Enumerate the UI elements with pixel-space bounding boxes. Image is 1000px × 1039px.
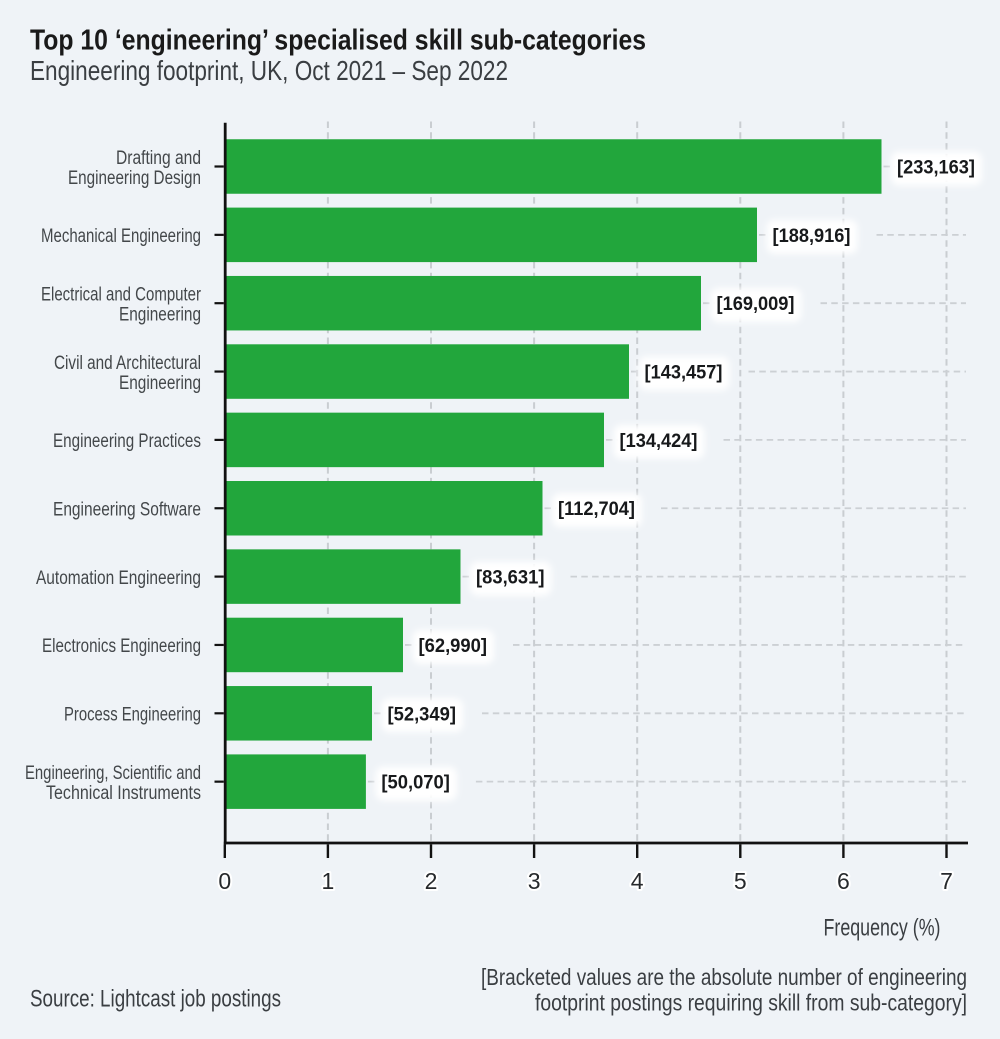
svg-text:Electronics Engineering: Electronics Engineering xyxy=(42,636,201,657)
svg-text:Process Engineering: Process Engineering xyxy=(64,705,201,726)
svg-text:Engineering: Engineering xyxy=(119,305,201,326)
svg-text:Engineering Design: Engineering Design xyxy=(68,168,201,189)
svg-text:5: 5 xyxy=(734,868,747,894)
svg-text:0: 0 xyxy=(218,868,231,894)
svg-text:Engineering: Engineering xyxy=(119,373,201,394)
svg-text:Electrical and Computer: Electrical and Computer xyxy=(41,285,202,306)
svg-text:Engineering, Scientific and: Engineering, Scientific and xyxy=(25,763,201,784)
svg-text:Engineering Practices: Engineering Practices xyxy=(53,431,201,452)
svg-text:Drafting and: Drafting and xyxy=(116,148,201,169)
svg-text:[83,631]: [83,631] xyxy=(476,567,545,589)
svg-text:[188,916]: [188,916] xyxy=(773,225,851,247)
svg-text:6: 6 xyxy=(837,868,850,894)
svg-text:[134,424]: [134,424] xyxy=(620,430,698,452)
svg-text:Frequency (%): Frequency (%) xyxy=(824,915,941,942)
svg-text:[50,070]: [50,070] xyxy=(381,772,450,794)
svg-text:Engineering footprint, UK, Oct: Engineering footprint, UK, Oct 2021 – Se… xyxy=(30,55,508,86)
svg-text:Top 10 ‘engineering’ specialis: Top 10 ‘engineering’ specialised skill s… xyxy=(30,25,646,57)
svg-text:[62,990]: [62,990] xyxy=(419,635,488,657)
svg-text:[112,704]: [112,704] xyxy=(558,498,635,520)
svg-text:3: 3 xyxy=(528,868,541,894)
svg-text:1: 1 xyxy=(322,868,335,894)
svg-text:7: 7 xyxy=(940,868,953,894)
svg-text:4: 4 xyxy=(631,868,644,894)
svg-text:Source: Lightcast job postings: Source: Lightcast job postings xyxy=(30,986,281,1013)
svg-text:2: 2 xyxy=(425,868,438,894)
svg-text:Automation Engineering: Automation Engineering xyxy=(36,568,201,589)
svg-text:Engineering Software: Engineering Software xyxy=(53,500,201,521)
svg-text:Technical Instruments: Technical Instruments xyxy=(46,783,201,804)
svg-text:[Bracketed values are the abso: [Bracketed values are the absolute numbe… xyxy=(481,964,967,990)
svg-text:Mechanical Engineering: Mechanical Engineering xyxy=(41,226,201,247)
svg-text:[143,457]: [143,457] xyxy=(645,362,723,384)
svg-text:[52,349]: [52,349] xyxy=(388,703,457,725)
svg-text:footprint postings requiring s: footprint postings requiring skill from … xyxy=(535,990,967,1016)
svg-text:[233,163]: [233,163] xyxy=(897,157,975,179)
svg-text:[169,009]: [169,009] xyxy=(717,293,795,315)
svg-text:Civil and Architectural: Civil and Architectural xyxy=(54,353,201,374)
